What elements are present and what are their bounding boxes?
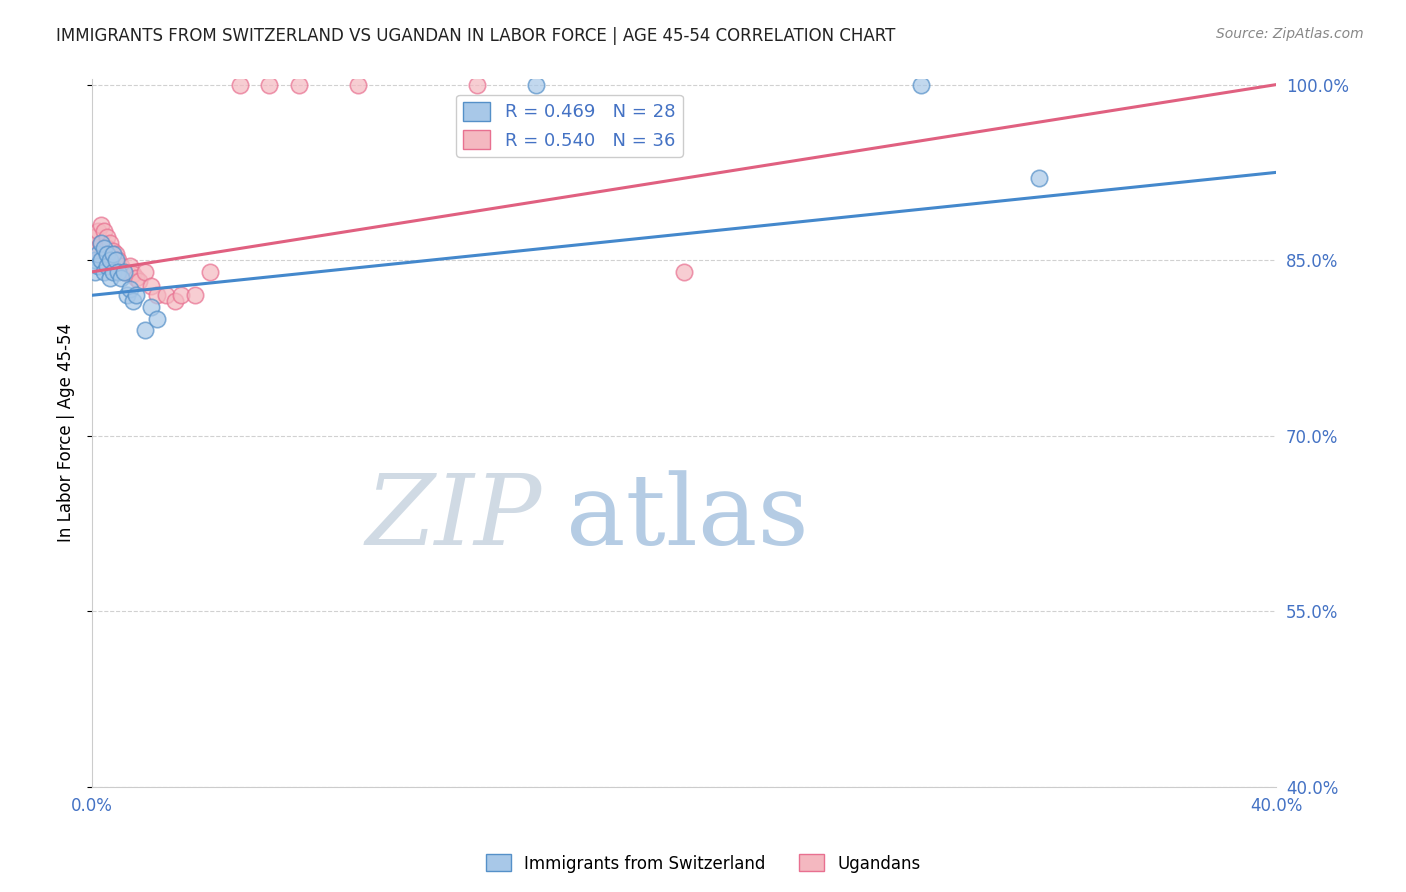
- Text: ZIP: ZIP: [366, 470, 541, 566]
- Text: Source: ZipAtlas.com: Source: ZipAtlas.com: [1216, 27, 1364, 41]
- Y-axis label: In Labor Force | Age 45-54: In Labor Force | Age 45-54: [58, 323, 75, 542]
- Point: [112, 265, 135, 279]
- Point: [104, 253, 127, 268]
- Point: [155, 288, 177, 302]
- Point: [107, 253, 129, 268]
- Point: [90, 218, 112, 232]
- Point: [288, 78, 311, 92]
- Point: [128, 274, 150, 288]
- Point: [120, 259, 142, 273]
- Legend: R = 0.469   N = 28, R = 0.540   N = 36: R = 0.469 N = 28, R = 0.540 N = 36: [456, 95, 683, 157]
- Point: [910, 78, 932, 92]
- Point: [125, 288, 148, 302]
- Point: [90, 253, 112, 268]
- Point: [134, 265, 156, 279]
- Point: [200, 265, 222, 279]
- Point: [83, 247, 105, 261]
- Point: [87, 259, 110, 273]
- Point: [117, 288, 139, 302]
- Point: [96, 229, 118, 244]
- Point: [96, 259, 118, 273]
- Point: [98, 253, 121, 268]
- Text: atlas: atlas: [565, 470, 808, 566]
- Point: [96, 247, 118, 261]
- Point: [672, 265, 695, 279]
- Point: [93, 265, 115, 279]
- Point: [146, 288, 169, 302]
- Point: [104, 247, 127, 261]
- Point: [90, 235, 112, 250]
- Point: [110, 259, 132, 273]
- Point: [96, 242, 118, 256]
- Point: [117, 265, 139, 279]
- Point: [101, 259, 124, 273]
- Point: [125, 270, 148, 285]
- Point: [139, 279, 162, 293]
- Legend: Immigrants from Switzerland, Ugandans: Immigrants from Switzerland, Ugandans: [479, 847, 927, 880]
- Point: [120, 282, 142, 296]
- Point: [146, 311, 169, 326]
- Point: [93, 242, 115, 256]
- Point: [83, 253, 105, 268]
- Point: [259, 78, 281, 92]
- Point: [87, 224, 110, 238]
- Point: [122, 267, 145, 281]
- Point: [139, 300, 162, 314]
- Point: [87, 247, 110, 261]
- Point: [101, 244, 124, 258]
- Point: [83, 229, 105, 244]
- Point: [90, 235, 112, 250]
- Point: [347, 78, 370, 92]
- Point: [101, 265, 124, 279]
- Point: [524, 78, 547, 92]
- Point: [134, 323, 156, 337]
- Point: [93, 224, 115, 238]
- Point: [98, 270, 121, 285]
- Point: [87, 242, 110, 256]
- Point: [83, 265, 105, 279]
- Point: [465, 78, 488, 92]
- Point: [184, 288, 207, 302]
- Point: [169, 288, 191, 302]
- Point: [163, 294, 186, 309]
- Point: [1028, 171, 1050, 186]
- Point: [98, 253, 121, 268]
- Point: [110, 270, 132, 285]
- Point: [101, 247, 124, 261]
- Point: [229, 78, 252, 92]
- Point: [122, 294, 145, 309]
- Text: IMMIGRANTS FROM SWITZERLAND VS UGANDAN IN LABOR FORCE | AGE 45-54 CORRELATION CH: IMMIGRANTS FROM SWITZERLAND VS UGANDAN I…: [56, 27, 896, 45]
- Point: [107, 265, 129, 279]
- Point: [112, 265, 135, 279]
- Point: [98, 235, 121, 250]
